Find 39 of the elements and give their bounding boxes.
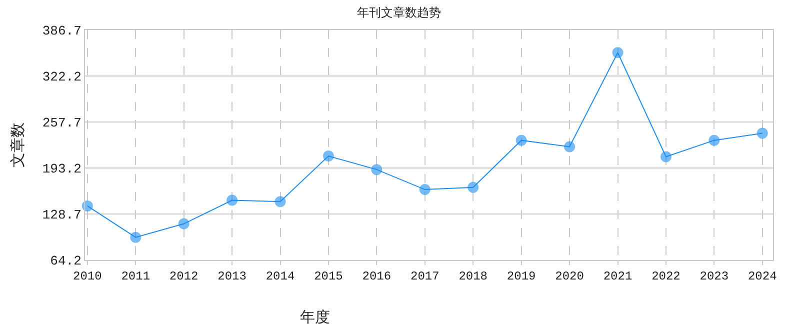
y-tick-label: 257.7	[42, 116, 82, 131]
x-tick-label: 2021	[603, 269, 632, 284]
point	[660, 151, 672, 162]
y-tick-label: 322.2	[42, 70, 82, 85]
x-axis-title: 年度	[300, 308, 330, 326]
x-tick-label: 2014	[266, 269, 295, 284]
x-tick-label: 2023	[700, 269, 729, 284]
point	[322, 150, 334, 162]
point	[468, 182, 479, 193]
point	[419, 184, 430, 196]
y-tick-label: 128.7	[42, 208, 82, 223]
point	[130, 232, 142, 243]
point	[612, 47, 624, 58]
point	[516, 134, 527, 146]
x-tick-label: 2011	[121, 269, 150, 284]
x-tick-label: 2012	[169, 269, 198, 284]
x-tick-label: 2024	[748, 269, 777, 284]
point	[178, 218, 190, 230]
point	[226, 194, 238, 206]
y-tick-label: 386.7	[42, 24, 82, 39]
x-tick-label: 2010	[73, 269, 102, 284]
y-axis-title: 文章数	[8, 122, 27, 168]
x-tick-label: 2019	[506, 269, 536, 284]
chart-title: 年刊文章数趋势	[357, 6, 441, 20]
point	[708, 134, 720, 146]
point	[564, 141, 576, 152]
y-tick-label: 64.2	[50, 254, 82, 269]
x-tick-label: 2022	[652, 269, 680, 284]
x-tick-label: 2016	[362, 269, 392, 284]
point	[82, 200, 93, 212]
point	[371, 164, 382, 176]
x-tick-label: 2013	[218, 269, 246, 284]
y-tick-label: 193.2	[42, 162, 82, 177]
x-tick-label: 2020	[555, 269, 584, 284]
x-tick-label: 2015	[314, 269, 343, 284]
point	[756, 128, 768, 139]
x-tick-label: 2018	[458, 269, 488, 284]
x-tick-label: 2017	[410, 269, 440, 284]
point	[274, 196, 286, 208]
